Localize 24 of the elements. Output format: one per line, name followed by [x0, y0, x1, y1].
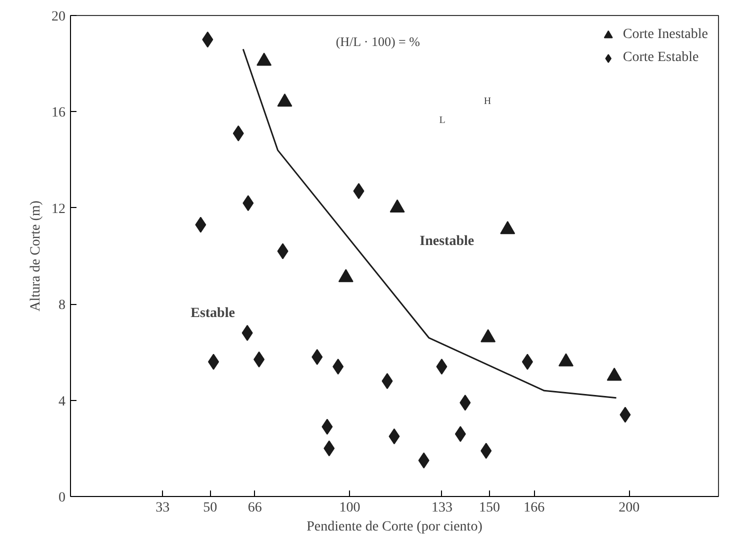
y-tick-label: 4: [58, 394, 66, 410]
y-tick-label: 20: [52, 10, 66, 24]
annotation: (H/L · 100) = %: [336, 34, 420, 50]
legend-label: Corte Estable: [622, 50, 699, 66]
x-tick-label: 150: [478, 500, 500, 516]
x-axis-title: Pendiente de Corte (por ciento): [306, 520, 483, 534]
x-tick-label: 133: [431, 500, 452, 516]
x-tick-label: 66: [248, 500, 262, 516]
annotation: H: [484, 96, 492, 107]
y-tick-label: 0: [58, 490, 66, 506]
legend-label: Corte Inestable: [622, 27, 708, 43]
y-tick-label: 16: [52, 106, 66, 121]
y-axis-title: Altura de Corte (m): [28, 200, 44, 312]
x-tick-label: 33: [156, 500, 170, 516]
y-tick-label: 12: [52, 202, 66, 217]
annotation: Estable: [190, 306, 235, 321]
annotation: L: [439, 115, 446, 126]
x-tick-label: 100: [339, 500, 360, 516]
y-tick-label: 8: [58, 298, 66, 314]
line-series: [242, 48, 618, 399]
annotation: Inestable: [420, 234, 474, 249]
x-tick-label: 50: [203, 500, 218, 516]
x-tick-label: 200: [618, 500, 640, 516]
x-tick-label: 166: [524, 500, 545, 516]
